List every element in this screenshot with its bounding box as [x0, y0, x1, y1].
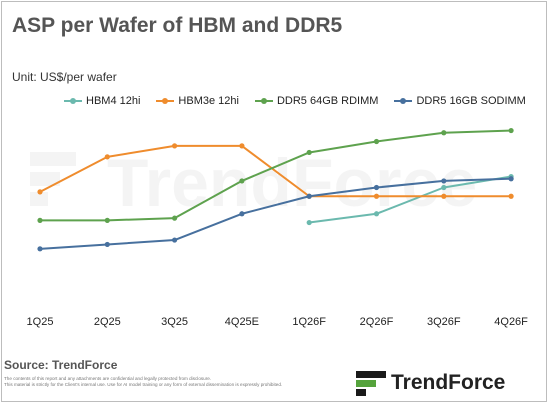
data-point	[441, 193, 447, 199]
data-point	[104, 241, 110, 248]
data-point	[441, 184, 447, 191]
data-point	[306, 219, 312, 226]
series-line	[39, 144, 512, 198]
data-point	[37, 246, 43, 252]
series-line	[309, 175, 512, 224]
disclaimer-text: The contents of this report and any atta…	[4, 376, 334, 388]
data-point	[104, 217, 110, 223]
x-tick-label: 4Q26F	[494, 316, 528, 328]
legend-swatch	[254, 96, 273, 106]
trendforce-logo-icon	[356, 371, 386, 396]
x-tick-label: 4Q25E	[225, 316, 259, 328]
legend-swatch	[394, 96, 413, 106]
watermark-logo-icon	[30, 152, 76, 206]
data-point	[373, 193, 380, 199]
data-point	[373, 138, 380, 145]
x-tick-label: 1Q25	[27, 316, 54, 328]
unit-label: Unit: US$/per wafer	[12, 70, 117, 84]
legend-item: HBM3e 12hi	[156, 95, 239, 107]
data-point	[441, 130, 447, 136]
data-point	[306, 149, 312, 156]
data-point	[37, 189, 43, 195]
data-point	[37, 217, 43, 223]
brand-logo: TrendForce	[356, 368, 505, 398]
data-point	[239, 178, 245, 184]
data-point	[508, 176, 514, 182]
data-point	[104, 154, 110, 160]
series-line	[39, 177, 512, 250]
data-point	[441, 178, 447, 184]
data-point	[373, 184, 380, 191]
legend-swatch	[64, 96, 82, 106]
legend-label: DDR5 64GB RDIMM	[276, 95, 379, 107]
data-point	[172, 215, 178, 221]
series-ddr5-64gb-rdimm	[37, 127, 514, 223]
data-point	[172, 237, 178, 243]
data-point	[306, 193, 312, 199]
x-tick-label: 2Q26F	[360, 316, 394, 328]
legend-label: HBM3e 12hi	[178, 95, 239, 107]
disclaimer-line: The contents of this report and any atta…	[4, 376, 212, 381]
legend-swatch	[156, 96, 175, 106]
x-tick-label: 1Q26F	[292, 316, 326, 328]
source-note: Source: TrendForce	[4, 358, 118, 372]
legend-item: HBM4 12hi	[64, 95, 140, 107]
data-point	[508, 127, 514, 134]
x-axis-ticks: 1Q25 2Q25 3Q25 4Q25E 1Q26F 2Q26F 3Q26F 4Q26F	[27, 316, 529, 328]
legend-item: DDR5 64GB RDIMM	[254, 95, 379, 107]
data-point	[172, 143, 178, 149]
x-tick-label: 3Q26F	[427, 316, 461, 328]
series-ddr5-16gb-sodimm	[37, 176, 514, 252]
series-hbm3e-12hi	[37, 143, 514, 199]
brand-name: TrendForce	[391, 371, 506, 394]
disclaimer-line: This material is strictly for the Client…	[4, 382, 283, 387]
legend-label: HBM4 12hi	[86, 95, 141, 107]
x-tick-label: 3Q25	[161, 316, 188, 328]
data-point	[239, 143, 245, 149]
chart-title: ASP per Wafer of HBM and DDR5	[12, 14, 343, 37]
legend-label: DDR5 16GB SODIMM	[416, 95, 526, 107]
legend-item: DDR5 16GB SODIMM	[394, 95, 526, 107]
series-layer	[37, 127, 514, 252]
chart-legend: HBM4 12hi HBM3e 12hi DDR5 64GB RDIMM DDR5 1…	[64, 94, 526, 108]
data-point	[508, 193, 514, 199]
series-hbm4-12hi	[306, 173, 514, 226]
series-line	[40, 129, 512, 222]
data-point	[373, 211, 380, 217]
x-tick-label: 2Q25	[94, 316, 121, 328]
data-point	[239, 211, 245, 217]
